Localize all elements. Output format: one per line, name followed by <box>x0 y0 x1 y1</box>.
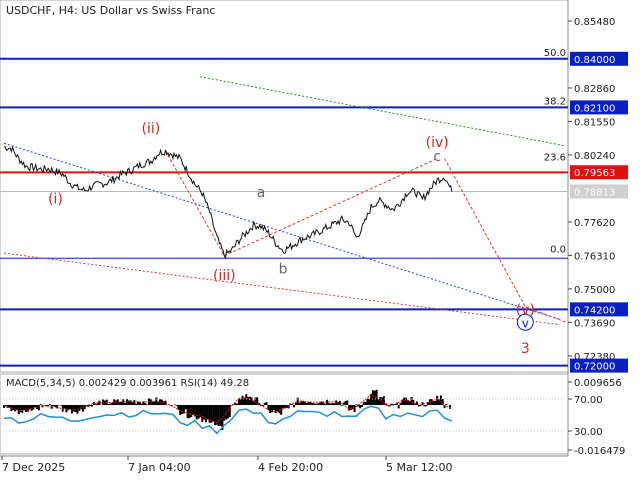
price-tag-box-14 <box>570 358 628 373</box>
wave-label-3: (iv) <box>426 135 449 151</box>
price-tag-14: 0.72000 <box>574 362 615 373</box>
fib-label-3: 23.6 <box>544 153 566 164</box>
wave-label-1: (ii) <box>141 121 160 137</box>
price-tag-box-7 <box>570 184 628 199</box>
wave-label-4: (v) <box>516 302 535 318</box>
wave-path-1 <box>165 150 225 256</box>
trendline-red-lower <box>3 252 561 326</box>
y-tick-2: 0.82860 <box>574 84 615 95</box>
fib-label-1: 50.0 <box>544 48 566 59</box>
symbol-title: USDCHF, H4: US Dollar vs Swiss Franc <box>6 4 216 17</box>
wave-projection <box>444 158 526 308</box>
price-tag-1: 0.84000 <box>574 55 615 66</box>
wave-label-0: (i) <box>48 191 63 207</box>
trendline-green <box>199 76 566 147</box>
x-tick-1: 7 Jan 04:00 <box>128 461 191 474</box>
fibonacci-labels: 61.850.038.223.60.0 <box>544 48 566 256</box>
time-axis: 7 Dec 2025 7 Jan 04:00 4 Feb 20:00 5 Mar 12… <box>1 456 452 474</box>
price-tag-box-3 <box>570 100 628 115</box>
macd-signal-line <box>3 393 453 424</box>
x-tick-2: 4 Feb 20:00 <box>258 461 323 474</box>
fib-label-4: 0.0 <box>550 245 566 256</box>
ind-tick-1: 70.00 <box>574 395 603 406</box>
wave-projection-tail <box>525 306 567 323</box>
wave-label-8: v <box>522 316 529 330</box>
ind-tick-2: 30.00 <box>574 427 603 438</box>
wave-channel-upper <box>224 158 438 257</box>
indicator-axis: 0.009656 70.00 30.00 -0.016479 <box>0 378 625 457</box>
price-tag-box-1 <box>570 51 628 66</box>
trendline-blue <box>3 142 561 321</box>
y-tick-5: 0.80240 <box>574 151 615 162</box>
wave-v-circle <box>516 313 534 331</box>
trend-lines <box>3 76 567 326</box>
wave-label-2: (iii) <box>213 268 236 284</box>
price-axis: 0.85480 0.84000 0.82860 0.82100 0.81550 0.802… <box>568 17 628 373</box>
price-series <box>3 145 453 260</box>
price-tag-box-6 <box>570 165 628 180</box>
ind-tick-3: -0.016479 <box>574 446 625 457</box>
wave-label-5: a <box>257 185 266 201</box>
fib-label-2: 38.2 <box>544 96 566 107</box>
x-tick-0: 7 Dec 2025 <box>2 461 65 474</box>
price-line <box>3 145 453 260</box>
price-tag-6: 0.79563 <box>574 168 615 179</box>
wave-labels: (i) (ii) (iii) (iv) (v) a b c v 3 <box>48 121 535 357</box>
macd-rsi-indicator <box>3 389 453 435</box>
price-tag-box-11 <box>570 302 628 317</box>
main-pane-frame <box>0 0 569 373</box>
wave-label-6: b <box>279 262 288 278</box>
x-tick-3: 5 Mar 12:00 <box>386 461 452 474</box>
y-tick-9: 0.76310 <box>574 251 615 262</box>
wave-label-7: c <box>433 149 441 165</box>
y-tick-13: 0.72380 <box>574 352 615 363</box>
y-tick-8: 0.77620 <box>574 218 615 229</box>
price-tag-7: 0.78813 <box>574 187 615 198</box>
y-tick-10: 0.75000 <box>574 285 615 296</box>
y-tick-0: 0.85480 <box>574 17 615 28</box>
y-tick-12: 0.73690 <box>574 318 615 329</box>
price-tag-11: 0.74200 <box>574 305 615 316</box>
y-tick-4: 0.81550 <box>574 117 615 128</box>
horizontal-levels <box>0 57 568 367</box>
ind-tick-0: 0.009656 <box>574 378 622 389</box>
rsi-line <box>3 405 453 435</box>
wave-label-9: 3 <box>521 341 530 357</box>
indicator-label: MACD(5,34,5) 0.002429 0.003961 RSI(14) 4… <box>6 378 250 389</box>
price-tag-3: 0.82100 <box>574 103 615 114</box>
